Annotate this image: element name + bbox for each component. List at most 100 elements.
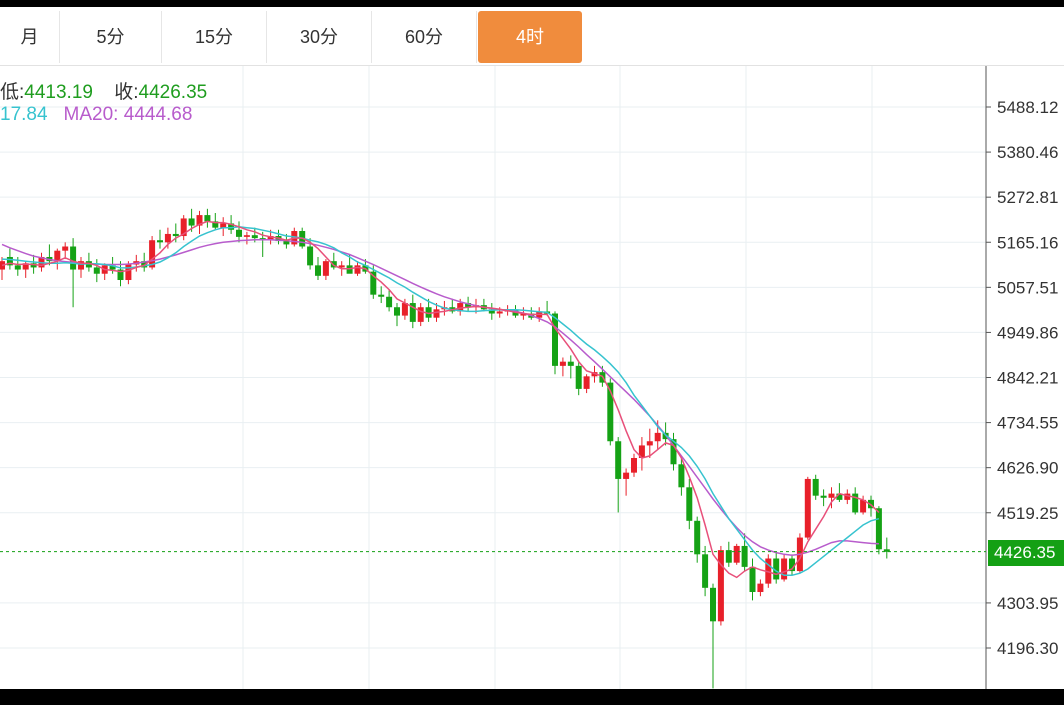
candle-body bbox=[6, 256, 13, 266]
candle-body bbox=[370, 271, 377, 295]
y-tick-label: 5488.12 bbox=[997, 98, 1058, 117]
y-tick-label: 4626.90 bbox=[997, 459, 1058, 478]
ma20-label: MA20: bbox=[63, 104, 119, 125]
candle-body bbox=[646, 441, 653, 446]
candle-body bbox=[322, 261, 329, 276]
candle-body bbox=[725, 550, 732, 563]
candle-body bbox=[157, 240, 163, 243]
candle-body bbox=[315, 265, 321, 276]
candle-body bbox=[591, 372, 598, 377]
candle-body bbox=[212, 221, 219, 228]
candle-body bbox=[757, 583, 764, 593]
candle-body bbox=[62, 246, 69, 251]
candle-body bbox=[804, 478, 811, 538]
y-tick-label: 4949.86 bbox=[997, 323, 1058, 342]
low-value: 4413.19 bbox=[24, 82, 93, 103]
candle-body bbox=[220, 223, 227, 228]
ma5-line bbox=[1, 220, 880, 579]
candle-body bbox=[575, 365, 582, 389]
ma-legend: 17.84 MA20: 4444.68 bbox=[0, 104, 192, 126]
current-price-tag: 4426.35 bbox=[988, 540, 1064, 566]
candle-body bbox=[717, 550, 724, 622]
tab-5min[interactable]: 5分 bbox=[60, 11, 162, 63]
candle-body bbox=[789, 558, 795, 572]
candle-body bbox=[30, 263, 37, 268]
candle-body bbox=[654, 432, 661, 442]
candle-body bbox=[710, 587, 716, 622]
candle-body bbox=[512, 310, 519, 316]
candle-body bbox=[559, 361, 566, 366]
candle-body bbox=[378, 294, 385, 297]
tab-month[interactable]: 月 bbox=[0, 11, 60, 63]
candle-body bbox=[638, 445, 645, 458]
candle-body bbox=[401, 303, 408, 316]
candle-body bbox=[860, 499, 867, 513]
tab-30min[interactable]: 30分 bbox=[267, 11, 372, 63]
y-tick-label: 4734.55 bbox=[997, 414, 1058, 433]
candle-body bbox=[875, 508, 882, 550]
candle-body bbox=[836, 493, 843, 500]
low-label: 低: bbox=[0, 82, 25, 103]
candle-body bbox=[552, 313, 558, 366]
candle-body bbox=[631, 457, 637, 473]
candle-body bbox=[93, 267, 100, 274]
candle-body bbox=[773, 558, 780, 580]
ma10-line bbox=[1, 226, 880, 577]
candle-body bbox=[141, 261, 148, 268]
candle-body bbox=[180, 218, 187, 237]
candle-body bbox=[733, 545, 740, 563]
candle-body bbox=[812, 478, 819, 496]
candle-body bbox=[22, 263, 29, 270]
candle-body bbox=[702, 554, 709, 588]
y-tick-label: 5057.51 bbox=[997, 278, 1058, 297]
candle-body bbox=[844, 493, 851, 500]
candle-body bbox=[409, 303, 416, 322]
chart-panel: 月 5分 15分 30分 60分 4时 5488.12 5380.46 5272.8… bbox=[0, 7, 1064, 689]
candle-body bbox=[433, 309, 440, 318]
candle-body bbox=[109, 265, 116, 270]
candlestick-chart[interactable]: 5488.12 5380.46 5272.81 5165.16 5057.51 4949.… bbox=[0, 7, 1064, 689]
candle-body bbox=[781, 558, 788, 580]
candle-body bbox=[883, 549, 890, 552]
candle-body bbox=[678, 464, 685, 488]
candle-body bbox=[78, 261, 84, 270]
y-tick-label: 5380.46 bbox=[997, 143, 1058, 162]
candle-body bbox=[243, 235, 250, 237]
candle-body bbox=[54, 250, 61, 262]
y-tick-label: 5165.16 bbox=[997, 233, 1058, 252]
candle-body bbox=[307, 246, 314, 266]
candle-body bbox=[259, 238, 266, 240]
candle-body bbox=[386, 296, 393, 308]
candle-body bbox=[188, 218, 195, 226]
candle-body bbox=[354, 265, 361, 274]
candle-body bbox=[623, 472, 630, 479]
candle-body bbox=[694, 520, 701, 555]
close-label: 收: bbox=[114, 82, 139, 103]
candle-body bbox=[670, 439, 677, 465]
candle-body bbox=[267, 236, 274, 240]
ohlc-legend: 低:4413.19 收:4426.35 bbox=[0, 77, 223, 104]
candle-body bbox=[765, 558, 772, 584]
candle-body bbox=[251, 235, 258, 239]
ma20-value: 4444.68 bbox=[123, 104, 193, 125]
y-tick-label: 5272.81 bbox=[997, 188, 1058, 207]
tab-15min[interactable]: 15分 bbox=[162, 11, 267, 63]
candle-body bbox=[615, 441, 622, 479]
candle-body bbox=[686, 487, 693, 521]
close-value: 4426.35 bbox=[138, 82, 208, 103]
y-tick-label: 4196.30 bbox=[997, 639, 1058, 658]
candle-body bbox=[283, 241, 290, 245]
candle-body bbox=[125, 264, 132, 281]
candle-body bbox=[828, 493, 835, 498]
tab-4hour[interactable]: 4时 bbox=[478, 11, 582, 63]
candle-body bbox=[149, 240, 156, 268]
candle-body bbox=[607, 382, 614, 442]
candle-body bbox=[196, 215, 203, 226]
candle-body bbox=[520, 313, 527, 316]
tab-60min[interactable]: 60分 bbox=[372, 11, 477, 63]
candle-body bbox=[228, 223, 235, 230]
candle-body bbox=[172, 233, 179, 237]
candle-body bbox=[204, 215, 211, 222]
candle-body bbox=[14, 265, 21, 270]
candle-body bbox=[457, 303, 464, 312]
